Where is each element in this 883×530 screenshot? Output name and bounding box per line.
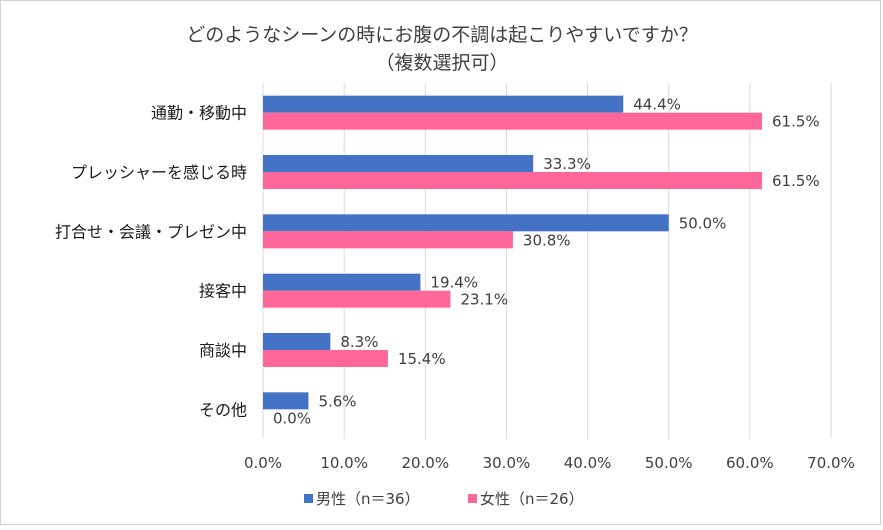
x-tick-label: 0.0% <box>244 454 282 472</box>
chart-title-line1: どのようなシーンの時にお腹の不調は起こりやすいですか？ <box>186 24 697 46</box>
bar-female <box>263 231 513 249</box>
x-tick-label: 10.0% <box>320 454 368 472</box>
category-label: 通勤・移動中 <box>151 104 247 123</box>
bar-male <box>263 392 309 410</box>
data-label: 61.5% <box>772 172 820 190</box>
data-label: 50.0% <box>679 214 727 232</box>
data-labels: 44.4% 61.5% 33.3% 61.5% 50.0% 30.8% 19.4%23.1%… <box>273 96 820 428</box>
x-tick-label: 70.0% <box>807 454 855 472</box>
data-label: 33.3% <box>543 155 591 173</box>
bar-female <box>263 112 763 130</box>
category-label: 接客中 <box>199 282 247 301</box>
legend-swatch-male <box>304 494 313 503</box>
bars <box>263 95 763 410</box>
grid-lines <box>262 83 832 439</box>
legend-swatch-female <box>468 494 477 503</box>
data-label: 0.0% <box>273 409 311 427</box>
bar-male <box>263 273 421 291</box>
data-label: 23.1% <box>460 291 508 309</box>
chart-title-line2: （複数選択可） <box>375 52 508 74</box>
x-axis-tick-labels: 0.0% 10.0% 20.0% 30.0% 40.0% 50.0% 60.0% 70.0% <box>244 454 855 472</box>
bar-female <box>263 172 763 189</box>
category-label: 商談中 <box>199 341 247 360</box>
legend-label: 女性（n＝26） <box>480 490 584 508</box>
bar-male <box>263 333 331 350</box>
bar-male <box>263 214 669 232</box>
bar-female <box>263 290 451 308</box>
category-label: プレッシャーを感じる時 <box>71 163 247 182</box>
x-tick-label: 40.0% <box>564 454 612 472</box>
bar-female <box>263 350 388 367</box>
data-label: 19.4% <box>430 274 478 292</box>
legend-label: 男性（n＝36） <box>316 490 420 508</box>
legend: 男性（n＝36） 女性（n＝26） <box>304 490 584 508</box>
category-label: その他 <box>199 400 247 419</box>
data-label: 8.3% <box>340 333 378 351</box>
x-tick-label: 20.0% <box>401 454 449 472</box>
x-tick-label: 50.0% <box>645 454 693 472</box>
data-label: 30.8% <box>523 231 571 249</box>
data-label: 15.4% <box>398 350 446 368</box>
bar-male <box>263 95 624 113</box>
x-tick-label: 60.0% <box>726 454 774 472</box>
bar-male <box>263 155 534 172</box>
data-label: 44.4% <box>633 96 681 114</box>
data-label: 61.5% <box>772 113 820 131</box>
data-label: 5.6% <box>318 392 356 410</box>
x-tick-label: 30.0% <box>483 454 531 472</box>
category-label: 打合せ・会議・プレゼン中 <box>55 222 247 241</box>
